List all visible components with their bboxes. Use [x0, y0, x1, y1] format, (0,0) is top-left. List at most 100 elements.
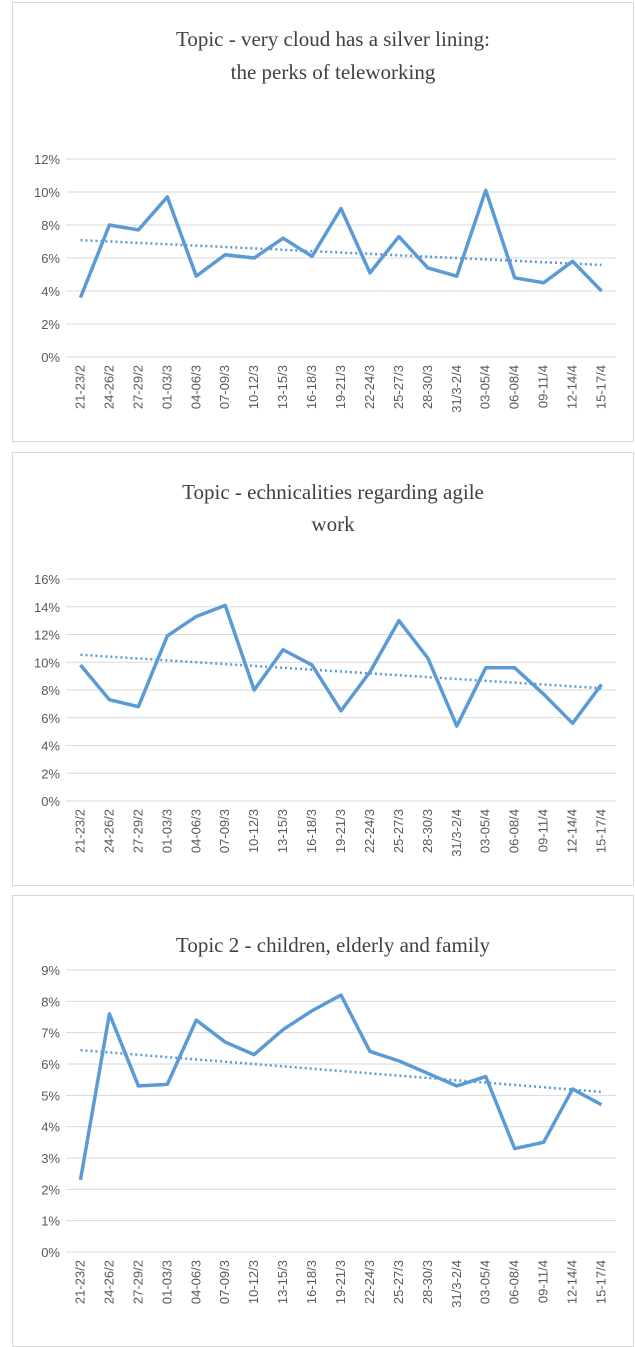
y-tick-label: 0%: [41, 794, 60, 809]
chart-panel: Topic 2 - children, elderly and family 0%…: [12, 895, 634, 1347]
x-tick-label: 21-23/2: [72, 365, 87, 409]
y-tick-label: 8%: [41, 994, 60, 1009]
x-tick-label: 12-14/4: [565, 365, 580, 409]
y-tick-label: 14%: [34, 600, 60, 615]
y-tick-label: 0%: [41, 350, 60, 365]
x-tick-label: 16-18/3: [304, 365, 319, 409]
y-tick-label: 6%: [41, 711, 60, 726]
x-tick-label: 10-12/3: [246, 365, 261, 409]
x-tick-label: 01-03/3: [159, 809, 174, 853]
line-series: [79, 603, 603, 728]
x-tick-label: 13-15/3: [275, 809, 290, 853]
x-tick-label: 21-23/2: [72, 809, 87, 853]
x-tick-label: 04-06/3: [188, 809, 203, 853]
y-tick-label: 12%: [34, 152, 60, 167]
x-tick-label: 12-14/4: [565, 1260, 580, 1304]
y-tick-label: 9%: [41, 963, 60, 978]
x-tick-label: 31/3-2/4: [449, 809, 464, 857]
x-tick-label: 10-12/3: [246, 809, 261, 853]
x-tick-label: 21-23/2: [72, 1260, 87, 1304]
x-tick-label: 12-14/4: [565, 809, 580, 853]
x-tick-label: 03-05/4: [478, 365, 493, 409]
x-tick-label: 03-05/4: [478, 809, 493, 853]
chart-title: work: [311, 512, 355, 536]
x-tick-label: 19-21/3: [333, 1260, 348, 1304]
chart-panel: Topic - very cloud has a silver lining: t…: [12, 2, 634, 442]
x-tick-label: 22-24/3: [362, 365, 377, 409]
x-tick-label: 09-11/4: [536, 1260, 551, 1303]
y-tick-label: 1%: [41, 1214, 60, 1229]
y-tick-label: 2%: [41, 317, 60, 332]
x-tick-label: 31/3-2/4: [449, 1260, 464, 1308]
x-tick-label: 16-18/3: [304, 1260, 319, 1304]
x-tick-label: 15-17/4: [594, 1260, 609, 1304]
y-tick-label: 10%: [34, 655, 60, 670]
line-series: [78, 188, 603, 299]
x-tick-label: 03-05/4: [478, 1260, 493, 1304]
x-tick-label: 19-21/3: [333, 809, 348, 853]
x-tick-label: 25-27/3: [391, 365, 406, 409]
x-tick-label: 06-08/4: [507, 365, 522, 409]
chart-title: the perks of teleworking: [231, 60, 436, 84]
y-tick-label: 10%: [34, 185, 60, 200]
y-tick-label: 4%: [41, 739, 60, 754]
x-tick-label: 19-21/3: [333, 365, 348, 409]
x-tick-label: 24-26/2: [101, 365, 116, 409]
y-tick-label: 0%: [41, 1245, 60, 1260]
x-tick-label: 10-12/3: [246, 1260, 261, 1304]
x-tick-label: 04-06/3: [188, 365, 203, 409]
line-series: [78, 993, 603, 1181]
y-tick-label: 6%: [41, 251, 60, 266]
x-tick-label: 28-30/3: [420, 809, 435, 853]
x-tick-label: 13-15/3: [275, 1260, 290, 1304]
x-tick-label: 09-11/4: [536, 809, 551, 852]
y-tick-label: 12%: [34, 628, 60, 643]
x-tick-label: 27-29/2: [130, 1260, 145, 1304]
trend-line: [80, 1048, 602, 1094]
chart: Topic - echnicalities regarding agile wor…: [34, 480, 616, 857]
y-tick-label: 8%: [41, 218, 60, 233]
y-tick-label: 6%: [41, 1057, 60, 1072]
x-tick-label: 07-09/3: [217, 365, 232, 409]
x-tick-label: 15-17/4: [594, 365, 609, 409]
y-tick-label: 8%: [41, 683, 60, 698]
x-tick-label: 01-03/3: [159, 365, 174, 409]
x-tick-label: 04-06/3: [188, 1260, 203, 1304]
chart-title: Topic 2 - children, elderly and family: [176, 933, 491, 957]
trend-line: [80, 653, 602, 690]
y-tick-label: 5%: [41, 1088, 60, 1103]
x-tick-label: 24-26/2: [101, 809, 116, 853]
y-tick-label: 3%: [41, 1151, 60, 1166]
x-tick-label: 16-18/3: [304, 809, 319, 853]
x-tick-label: 07-09/3: [217, 809, 232, 853]
x-tick-label: 27-29/2: [130, 809, 145, 853]
x-tick-label: 24-26/2: [101, 1260, 116, 1304]
y-tick-label: 16%: [34, 572, 60, 587]
chart-title: Topic - very cloud has a silver lining:: [176, 27, 490, 51]
x-tick-label: 06-08/4: [507, 809, 522, 853]
x-tick-label: 28-30/3: [420, 1260, 435, 1304]
y-tick-label: 4%: [41, 1120, 60, 1135]
y-tick-label: 4%: [41, 284, 60, 299]
x-tick-label: 06-08/4: [507, 1260, 522, 1304]
x-tick-label: 09-11/4: [536, 365, 551, 408]
x-tick-label: 25-27/3: [391, 809, 406, 853]
chart: Topic 2 - children, elderly and family 0%…: [41, 933, 616, 1308]
chart: Topic - very cloud has a silver lining: t…: [34, 27, 616, 413]
x-tick-label: 22-24/3: [362, 1260, 377, 1304]
x-tick-label: 27-29/2: [130, 365, 145, 409]
x-tick-label: 22-24/3: [362, 809, 377, 853]
chart-panel: Topic - echnicalities regarding agile wor…: [12, 452, 634, 886]
y-tick-label: 2%: [41, 1182, 60, 1197]
x-tick-label: 31/3-2/4: [449, 365, 464, 413]
x-tick-label: 01-03/3: [159, 1260, 174, 1304]
trend-line: [80, 238, 602, 267]
x-tick-label: 25-27/3: [391, 1260, 406, 1304]
x-tick-label: 13-15/3: [275, 365, 290, 409]
x-tick-label: 28-30/3: [420, 365, 435, 409]
x-tick-label: 15-17/4: [594, 809, 609, 853]
y-tick-label: 7%: [41, 1026, 60, 1041]
x-tick-label: 07-09/3: [217, 1260, 232, 1304]
y-tick-label: 2%: [41, 766, 60, 781]
